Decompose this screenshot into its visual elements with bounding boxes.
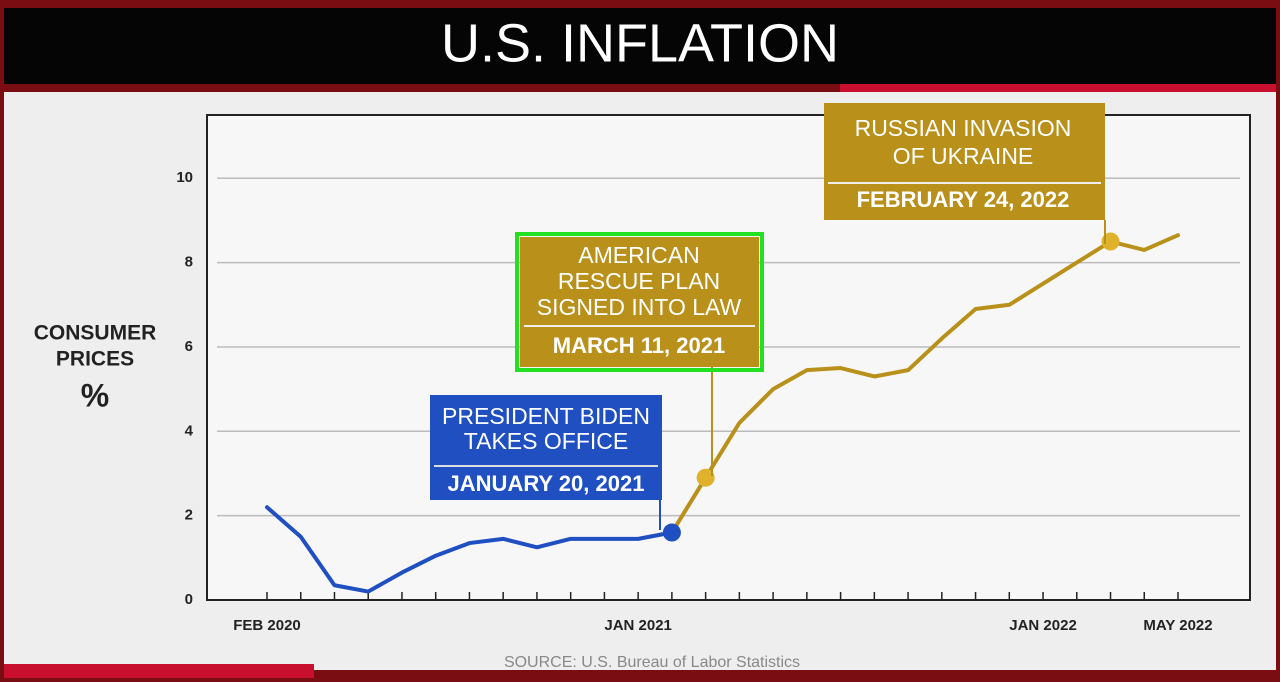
annotation-date: FEBRUARY 24, 2022 [857,187,1070,212]
y-tick-label: 2 [185,507,193,524]
x-tick-label: MAY 2022 [1143,617,1212,634]
y-tick-label: 8 [185,254,193,271]
x-tick-label: FEB 2020 [233,617,301,634]
annotation-text: RESCUE PLAN [558,268,720,294]
annotation-box [430,395,662,500]
annotation-text: OF UKRAINE [893,143,1034,169]
event-dot [662,523,681,542]
annotation-text: AMERICAN [578,242,699,268]
y-tick-label: 4 [185,422,194,439]
highlight [515,232,764,372]
accent-bar [4,664,314,678]
annotation-text: SIGNED INTO LAW [537,294,742,320]
y-tick-label: 0 [185,591,193,608]
x-tick-label: JAN 2021 [604,617,672,634]
series-line [265,505,674,594]
annotation-box [520,237,759,367]
y-axis-label: CONSUMER [34,322,157,345]
y-axis-label: % [81,377,109,413]
annotation-date: MARCH 11, 2021 [553,333,725,358]
y-tick-label: 6 [185,338,193,355]
annotation-text: RUSSIAN INVASION [855,115,1072,141]
y-tick-label: 10 [176,169,193,186]
annotation-date: JANUARY 20, 2021 [448,471,645,496]
accent-bar [840,84,1276,92]
x-tick-label: JAN 2022 [1009,617,1077,634]
annotation-text: TAKES OFFICE [464,428,628,454]
event-dot [696,468,715,487]
annotations: PRESIDENT BIDEN TAKES OFFICE JANUARY 20,… [430,103,1106,530]
event-dot [1101,232,1120,251]
chart-title: U.S. INFLATION [441,13,839,73]
y-axis-label: PRICES [56,348,134,371]
plot: 0 2 4 6 8 10 FEB 2020 JAN 2021 JAN 2022 MAY 2022 [176,169,1240,634]
annotation-text: PRESIDENT BIDEN [442,403,650,429]
annotation-box [824,103,1105,220]
series-line [669,233,1180,535]
title-bar [4,8,1276,84]
source: SOURCE: U.S. Bureau of Labor Statistics [504,654,800,671]
